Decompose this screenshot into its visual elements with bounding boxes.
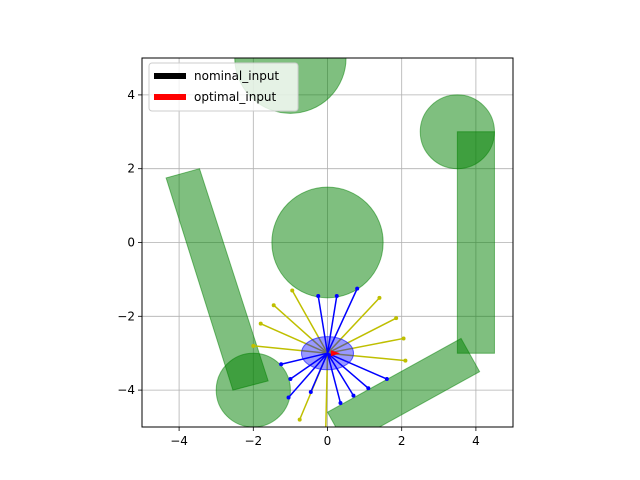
optimal-ray-6 <box>310 352 329 393</box>
optimal-ray-7 <box>326 353 342 404</box>
optimal-ray-end-1 <box>334 294 339 299</box>
nominal-ray-0 <box>291 290 329 354</box>
x-tick-label-4: 4 <box>472 434 480 448</box>
x-tick-label-3: 2 <box>398 434 406 448</box>
optimal-ray-end-9 <box>366 386 371 391</box>
robot-ellipse <box>301 336 354 371</box>
optimal-ray-end-3 <box>279 362 284 367</box>
nominal-ray-4 <box>326 297 380 354</box>
optimal-ray-end-10 <box>384 377 389 382</box>
x-tick-label-2: 0 <box>324 434 332 448</box>
legend-box <box>148 62 299 112</box>
obstacle-circle-2 <box>271 186 384 299</box>
y-tick-label-1: −2 <box>117 309 135 323</box>
nominal-ray-end-1 <box>271 303 276 308</box>
optimal-ray-5 <box>287 352 329 398</box>
optimal-ray-8 <box>326 352 355 397</box>
optimal-ray-3 <box>280 352 328 365</box>
nominal-ray-end-7 <box>403 358 408 363</box>
optimal-ray-end-4 <box>288 377 293 382</box>
robot <box>301 336 354 371</box>
obstacle-rect-5 <box>165 168 269 391</box>
nominal-ray-5 <box>327 317 397 354</box>
nominal-ray-end-3 <box>251 343 256 348</box>
nominal-ray-end-4 <box>377 295 382 300</box>
ticks: −4 −2 0 2 4 −4 −2 0 2 4 <box>117 88 479 448</box>
optimal-ray-end-0 <box>316 294 321 299</box>
nominal-ray-1 <box>273 304 328 354</box>
nominal-ray-6 <box>327 337 404 354</box>
nominal-ray-9 <box>325 353 329 427</box>
optimal-ray-end-2 <box>355 286 360 291</box>
optimal-ray-0 <box>317 295 329 354</box>
optimal-ray-2 <box>326 288 358 354</box>
optimal-ray-10 <box>327 352 388 380</box>
nominal-ray-end-5 <box>394 316 399 321</box>
nominal-ray-end-6 <box>401 336 406 341</box>
optimal-ray-9 <box>327 352 369 389</box>
nominal-ray-end-8 <box>297 417 302 422</box>
y-tick-label-2: 0 <box>127 236 135 250</box>
optimal-ray-4 <box>289 352 328 380</box>
nominal-ray-end-2 <box>258 321 263 326</box>
legend-label-optimal-input: optimal_input <box>194 90 277 104</box>
obstacle-rect-6 <box>326 337 481 427</box>
optimal-ray-end-5 <box>286 395 291 400</box>
optimal-input-arrow <box>330 350 340 357</box>
nominal-ray-2 <box>260 322 328 354</box>
nominal-ray-7 <box>327 352 406 362</box>
y-tick-label-4: 4 <box>127 88 135 102</box>
x-tick-label-1: −2 <box>244 434 262 448</box>
legend: nominal_input optimal_input <box>148 62 299 112</box>
legend-label-nominal-input: nominal_input <box>194 69 279 83</box>
nominal-ray-end-0 <box>290 288 295 293</box>
y-tick-label-3: 2 <box>127 162 135 176</box>
y-tick-label-0: −4 <box>117 383 135 397</box>
x-tick-label-0: −4 <box>170 434 188 448</box>
obstacle-rect-4 <box>456 131 495 354</box>
optimal-ray-end-8 <box>351 393 356 398</box>
optimal-ray-1 <box>326 295 338 354</box>
nominal-ray-3 <box>253 345 328 354</box>
optimal-ray-end-7 <box>338 401 343 406</box>
rays <box>251 286 408 427</box>
optimal-ray-end-6 <box>308 389 313 394</box>
